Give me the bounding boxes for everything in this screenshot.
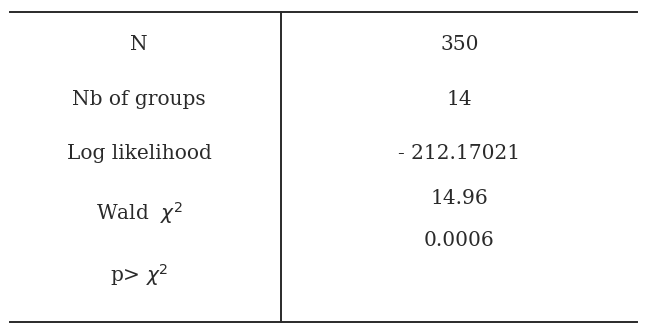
Text: Nb of groups: Nb of groups: [72, 89, 206, 109]
Text: Wald  $\chi^2$: Wald $\chi^2$: [96, 200, 182, 226]
Text: 0.0006: 0.0006: [424, 231, 495, 250]
Text: - 212.17021: - 212.17021: [399, 144, 520, 163]
Text: 14: 14: [446, 89, 472, 109]
Text: 350: 350: [440, 35, 479, 54]
Text: Log likelihood: Log likelihood: [67, 144, 212, 163]
Text: p> $\chi^2$: p> $\chi^2$: [110, 263, 168, 288]
Text: 14.96: 14.96: [430, 188, 488, 208]
Text: N: N: [130, 35, 148, 54]
